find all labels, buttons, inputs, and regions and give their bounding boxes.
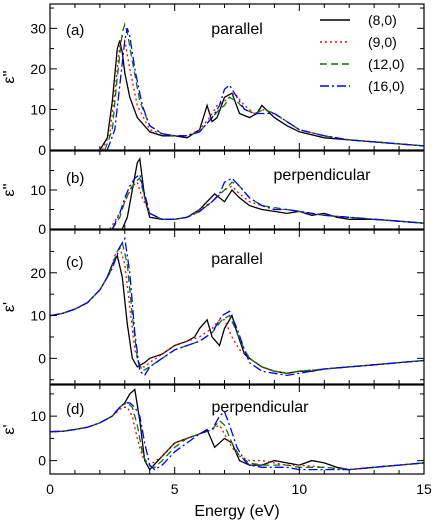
y-tick-label: 10 [30,308,46,324]
panel-frame-d [49,384,425,475]
panel-frame-b [49,150,425,230]
x-tick-label: 5 [171,481,179,497]
y-tick-label: 0 [38,453,46,469]
legend-entry: (16,0) [368,78,405,94]
panel-title: parallel [211,21,263,38]
x-tick-label: 15 [416,481,432,497]
y-tick-label: 10 [30,408,46,424]
series-line-b-1 [109,181,424,229]
series-line-b-3 [111,173,424,229]
y-tick-label: 0 [38,350,46,366]
panel-b: 0 10 ε'' (b) perpendicular [1,150,425,237]
series-line-d-1 [50,406,424,471]
panel-tag: (a) [66,22,84,39]
panel-frame-a [49,3,425,151]
y-tick-label: 20 [30,61,46,77]
panel-c: 0 10 20 ε' (c) parallel [1,229,425,385]
series-line-c-3 [50,236,424,377]
y-tick-label: 30 [30,20,46,36]
panel-tag: (c) [66,254,84,271]
panel-title: perpendicular [212,399,310,416]
x-tick-label: 0 [46,481,54,497]
x-axis-label: Energy (eV) [194,503,279,520]
legend: (8,0) (9,0) (12,0) (16,0) [320,12,405,94]
series-line-a-0 [99,40,424,150]
y-axis-label: ε' [1,302,18,312]
panel-d: 0 10 ε' (d) perpendicular [1,384,425,475]
series-line-a-3 [106,28,424,150]
series-line-b-2 [111,177,424,229]
y-axis-label: ε'' [1,183,18,196]
panel-a: 0 10 20 30 ε'' (a) parallel [1,3,425,158]
series-line-a-1 [101,34,424,150]
y-axis-label: ε' [1,424,18,434]
y-tick-label: 0 [38,221,46,237]
panel-tag: (b) [66,170,84,187]
y-axis-label: ε'' [1,70,18,83]
panel-title: parallel [211,251,263,268]
y-tick-label: 0 [38,142,46,158]
y-tick-label: 20 [30,265,46,281]
series-line-d-3 [50,402,424,471]
panel-title: perpendicular [274,167,372,184]
y-tick-label: 10 [30,182,46,198]
series-line-c-0 [50,253,424,374]
panel-tag: (d) [66,401,84,418]
x-tick-label: 10 [292,481,308,497]
legend-entry: (8,0) [368,12,397,28]
legend-entry: (12,0) [368,56,405,72]
legend-entry: (9,0) [368,34,397,50]
y-tick-label: 10 [30,101,46,117]
panel-frame-c [49,229,425,385]
series-line-c-1 [50,245,424,374]
series-line-d-2 [50,402,424,471]
